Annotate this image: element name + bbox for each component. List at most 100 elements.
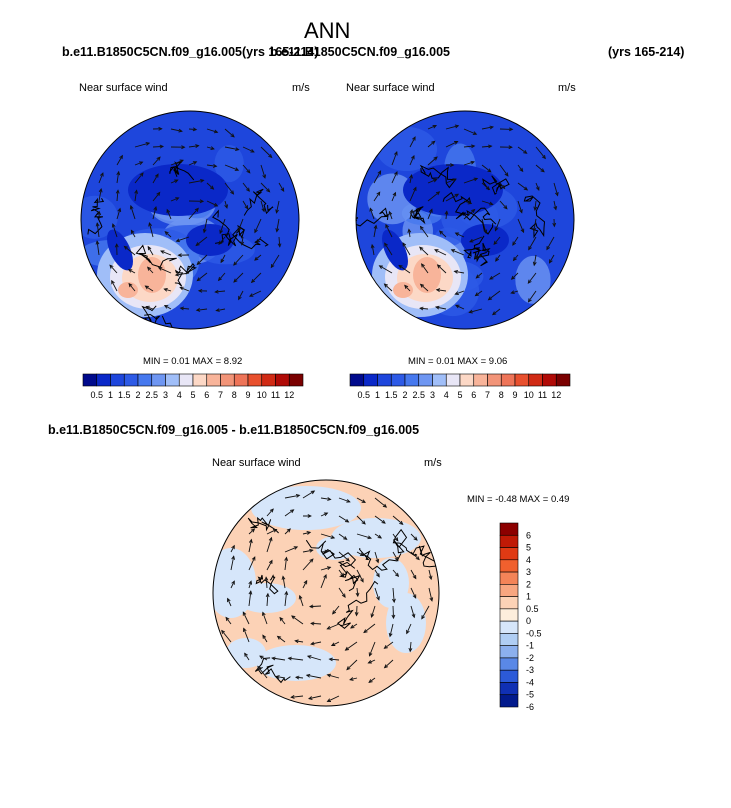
colorbar-tick-label: 7: [218, 390, 223, 400]
wind-vector: [428, 587, 434, 602]
wind-vector: [116, 170, 121, 184]
wind-vector: [499, 145, 513, 150]
wind-vector: [535, 146, 546, 160]
wind-vector: [374, 569, 380, 578]
wind-vector: [224, 128, 235, 138]
colorbar-swatch: [499, 608, 519, 622]
wind-vector: [373, 170, 382, 184]
colorbar-tick-label: -0.5: [526, 628, 542, 638]
wind-vector: [444, 210, 449, 220]
wind-vector: [266, 559, 273, 571]
wind-vector: [546, 236, 555, 251]
wind-vector: [260, 164, 267, 179]
wind-vector: [338, 497, 351, 503]
wind-vector: [410, 605, 416, 619]
wind-vector: [260, 182, 271, 193]
colorbar-swatch: [445, 373, 461, 387]
wind-vector: [374, 551, 380, 564]
colorbar-tick-label: 1: [375, 390, 380, 400]
wind-vector: [427, 178, 438, 184]
wind-vector: [188, 178, 205, 184]
wind-vector: [275, 675, 286, 679]
wind-vector: [152, 126, 163, 131]
wind-vector: [116, 154, 123, 166]
wind-vector: [224, 182, 235, 195]
wind-vector: [494, 218, 501, 232]
wind-vector: [188, 161, 198, 166]
map-border: [212, 479, 440, 707]
wind-vector: [206, 146, 215, 151]
wind-vector: [510, 290, 519, 295]
wind-vector: [254, 254, 262, 261]
contour-patch: [128, 164, 228, 216]
wind-vector: [128, 282, 136, 292]
colorbar-swatch: [288, 373, 304, 387]
wind-vector: [233, 254, 244, 266]
wind-vector: [260, 200, 266, 213]
wind-vector: [152, 191, 161, 202]
wind-vector: [310, 621, 322, 626]
wind-vector: [391, 191, 397, 202]
wind-vector: [409, 209, 414, 220]
wind-vector: [188, 144, 200, 148]
colorbar-swatch: [514, 373, 530, 387]
colorbar-tick-label: 1: [526, 592, 531, 602]
wind-vector: [196, 272, 208, 282]
wind-vector: [257, 665, 268, 679]
wind-vector: [146, 266, 154, 274]
wind-vector: [98, 172, 104, 184]
wind-vector: [242, 200, 249, 210]
wind-vector: [391, 151, 398, 166]
colorbar-swatch: [178, 373, 194, 387]
colorbar-tick-label: 5: [457, 390, 462, 400]
colorbar-swatch: [499, 645, 519, 659]
colorbar-swatch: [487, 373, 502, 387]
wind-vector: [174, 272, 190, 277]
wind-vector: [220, 254, 226, 264]
wind-vector: [474, 290, 483, 297]
wind-vector: [517, 200, 523, 214]
wind-vector: [95, 240, 100, 256]
coastline: [410, 206, 426, 225]
wind-vector: [388, 210, 393, 220]
colorbar-tick-label: 1.5: [385, 390, 398, 400]
wind-vector: [421, 605, 430, 620]
wind-vector: [152, 144, 165, 149]
wind-vector: [320, 549, 330, 554]
wind-vector: [206, 200, 219, 207]
map-border: [355, 110, 575, 330]
wind-vector: [419, 306, 429, 311]
wind-vector: [407, 228, 412, 238]
colorbar-swatch: [499, 534, 519, 548]
colorbar-tick-label: 4: [526, 555, 531, 565]
coastline: [482, 175, 510, 196]
wind-vector: [287, 656, 304, 661]
map-panel-1: [80, 110, 300, 330]
wind-vector: [402, 242, 411, 256]
wind-vector: [392, 587, 396, 604]
wind-vector: [481, 218, 488, 235]
contour-patch: [256, 645, 336, 681]
wind-vector: [295, 675, 304, 680]
wind-vector: [474, 254, 483, 259]
wind-vector: [489, 272, 501, 280]
case2-label: b.e11.B1850C5CN.f09_g16.005: [270, 45, 450, 59]
colorbar-tick-label: 8: [499, 390, 504, 400]
colorbar-tick-label: 2: [135, 390, 140, 400]
colorbar-tick-label: -4: [526, 677, 534, 687]
colorbar-swatch: [499, 657, 519, 671]
wind-vector: [356, 551, 365, 557]
wind-vector: [332, 605, 340, 615]
contour-patch: [413, 257, 441, 293]
wind-vector: [242, 164, 251, 174]
coastline: [442, 191, 472, 220]
wind-vector: [445, 193, 460, 202]
wind-vector: [320, 574, 327, 589]
wind-vector: [170, 145, 186, 150]
wind-vector: [368, 677, 376, 684]
colorbar-tick-label: 2: [526, 579, 531, 589]
colorbar-swatch: [499, 559, 519, 573]
colorbar-swatch: [123, 373, 139, 387]
wind-vector: [277, 236, 282, 248]
